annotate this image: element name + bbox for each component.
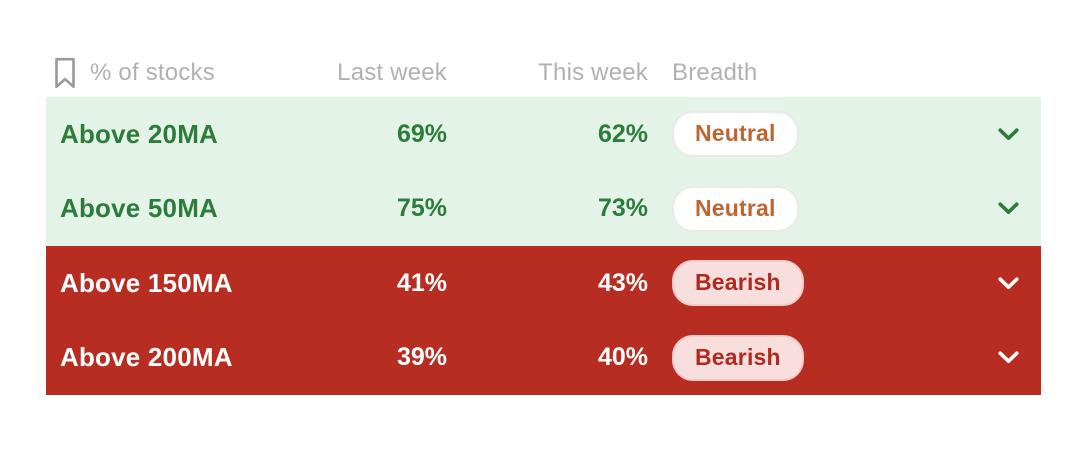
- header-label-stocks: % of stocks: [90, 58, 215, 86]
- row-expand-button[interactable]: [975, 351, 1041, 364]
- header-cell-stocks: % of stocks: [46, 57, 286, 89]
- last-week-value: 69%: [396, 119, 447, 148]
- row-label: Above 200MA: [60, 342, 233, 373]
- table-row-above-150ma[interactable]: Above 150MA 41% 43% Bearish: [46, 246, 1041, 321]
- this-week-value: 43%: [597, 268, 648, 297]
- row-label: Above 150MA: [60, 267, 233, 298]
- chevron-down-icon: [997, 351, 1019, 364]
- row-expand-button[interactable]: [975, 277, 1041, 290]
- row-expand-button[interactable]: [975, 128, 1041, 141]
- header-label-breadth: Breadth: [672, 58, 758, 86]
- breadth-badge: Neutral: [672, 185, 799, 232]
- row-label: Above 20MA: [60, 118, 219, 149]
- header-label-last-week: Last week: [337, 58, 447, 86]
- this-week-value: 62%: [597, 119, 648, 148]
- row-label: Above 50MA: [60, 193, 219, 224]
- last-week-value: 41%: [396, 268, 447, 297]
- bookmark-icon[interactable]: [52, 57, 78, 89]
- table-row-above-200ma[interactable]: Above 200MA 39% 40% Bearish: [46, 320, 1041, 395]
- last-week-value: 39%: [396, 343, 447, 372]
- last-week-value: 75%: [396, 194, 447, 223]
- breadth-table: % of stocks Last week This week Breadth …: [46, 48, 1041, 395]
- table-row-above-50ma[interactable]: Above 50MA 75% 73% Neutral: [46, 171, 1041, 246]
- table-row-above-20ma[interactable]: Above 20MA 69% 62% Neutral: [46, 97, 1041, 172]
- this-week-value: 73%: [597, 194, 648, 223]
- breadth-badge: Neutral: [672, 111, 799, 158]
- chevron-down-icon: [997, 202, 1019, 215]
- this-week-value: 40%: [597, 343, 648, 372]
- breadth-badge: Bearish: [672, 334, 804, 381]
- breadth-badge: Bearish: [672, 260, 804, 307]
- chevron-down-icon: [997, 128, 1019, 141]
- row-expand-button[interactable]: [975, 202, 1041, 215]
- header-label-this-week: This week: [538, 58, 648, 86]
- chevron-down-icon: [997, 277, 1019, 290]
- table-header-row: % of stocks Last week This week Breadth: [46, 48, 1041, 97]
